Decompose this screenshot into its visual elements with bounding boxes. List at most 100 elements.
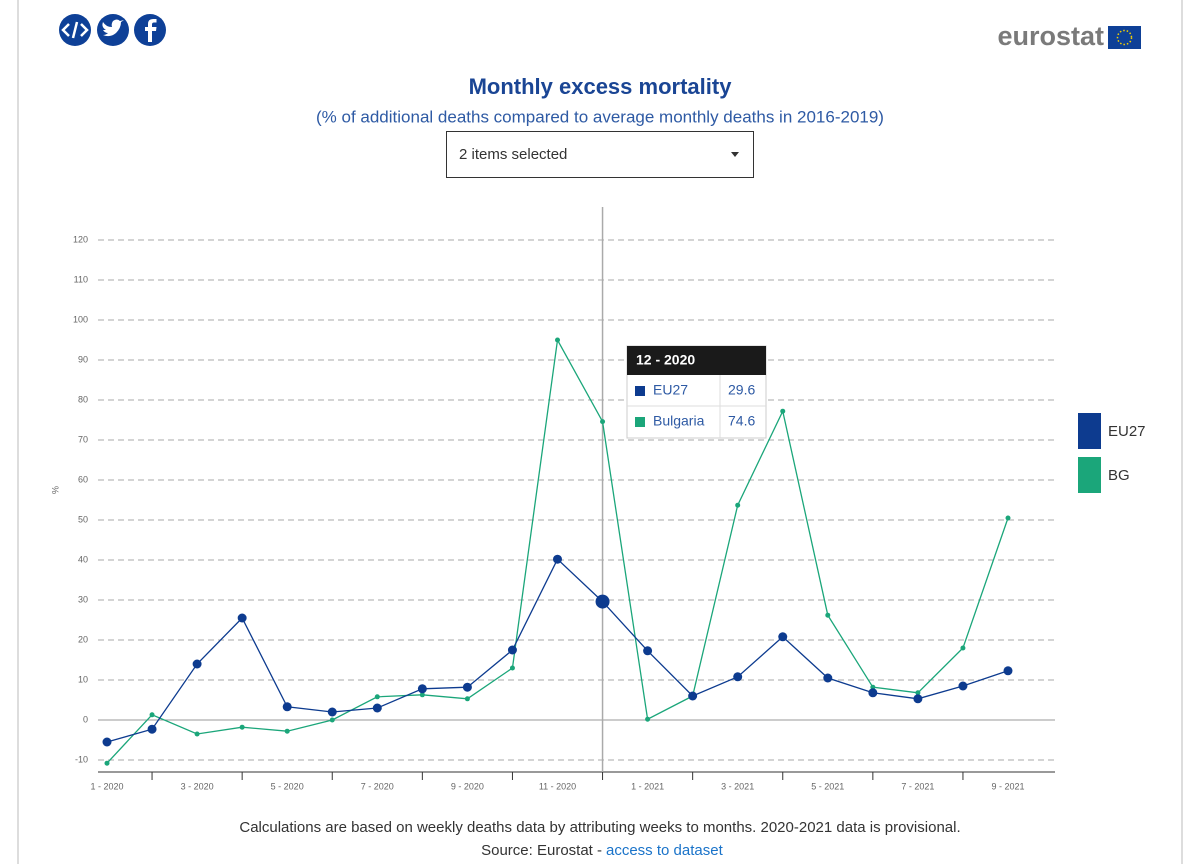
y-tick-label: 20 [78,634,88,644]
x-tick-label: 3 - 2021 [721,781,754,791]
data-point [104,760,110,766]
data-point [1005,515,1011,521]
dropdown[interactable]: 2 items selected [446,131,754,178]
legend-swatch [1078,413,1101,449]
dropdown-box[interactable] [446,131,754,178]
tooltip-value: 74.6 [728,413,755,429]
eu-flag [1108,26,1141,49]
y-tick-label: 120 [73,234,88,244]
data-point [464,696,470,702]
data-point [780,408,786,414]
x-tick-label: 5 - 2021 [811,781,844,791]
x-tick-label: 1 - 2021 [631,781,664,791]
x-tick-label: 5 - 2020 [271,781,304,791]
data-point [688,691,698,701]
data-point [913,694,923,704]
tooltip-name: Bulgaria [653,413,705,429]
data-point [958,681,968,691]
data-point [553,554,562,564]
x-tick-label: 7 - 2021 [901,781,934,791]
eu-stars [1116,29,1133,46]
data-point [327,707,337,717]
series-line [106,337,1009,764]
data-point [509,665,515,671]
y-tick-label: 30 [78,594,88,604]
data-point [149,712,155,718]
data-point [645,716,651,722]
data-point [778,632,788,642]
chart-subtitle: (% of additional deaths compared to aver… [316,107,884,126]
legend-label: BG [1108,467,1130,484]
x-tick-label: 3 - 2020 [181,781,214,791]
data-point [374,694,380,700]
tooltip: 12 - 2020 EU27 29.6 Bulgaria 74.6 [626,345,767,439]
y-tick-label: 110 [74,274,88,284]
y-tick-label: 60 [78,474,88,484]
tooltip-header [627,346,766,375]
y-tick-label: 10 [78,674,88,684]
data-point [960,645,966,651]
x-tick-label: 9 - 2020 [451,781,484,791]
y-axis-label: % [50,486,60,494]
source: Source: Eurostat - [481,842,602,859]
tooltip-swatch [635,386,645,396]
twitter-glyph [102,19,124,37]
share-icons[interactable] [59,14,166,46]
data-point [102,737,112,747]
data-point [825,612,831,618]
y-tick-label: 50 [78,514,88,524]
data-point [1003,666,1013,676]
x-tick-label: 7 - 2020 [361,781,394,791]
facebook-glyph [145,19,157,42]
data-point [735,502,741,508]
series-line [106,558,1009,743]
data-point [462,682,472,692]
x-tick-label: 1 - 2020 [90,781,123,791]
data-point [239,724,245,730]
y-tick-label: 80 [78,394,88,404]
y-tick-label: 0 [83,714,88,724]
data-point [372,703,382,713]
data-point [192,659,202,669]
data-point [868,688,878,698]
legend-swatch [1078,457,1101,493]
data-point [555,337,560,343]
data-point [507,645,517,655]
data-point [870,684,876,690]
data-point [237,613,247,623]
data-point [329,717,335,723]
tooltip-title: 12 - 2020 [636,352,695,368]
y-tick-label: 90 [78,354,88,364]
y-tick-label: 40 [78,554,88,564]
data-point [733,672,743,682]
data-point [194,731,200,737]
x-tick-label: 11 - 2020 [539,781,576,791]
logo: eurostat [997,21,1104,51]
chart-title: Monthly excess mortality [469,74,733,99]
data-point [600,419,606,425]
data-point [282,702,292,712]
data-point [595,594,610,609]
tooltip-value: 29.6 [728,382,755,398]
data-point [643,646,653,656]
x-tick-label: 9 - 2021 [991,781,1024,791]
data-point [417,684,427,694]
data-point [823,673,833,683]
dropdown-arrow [731,152,739,157]
tooltip-swatch [635,417,645,427]
y-tick-label: 100 [73,314,88,324]
footnote: Calculations are based on weekly deaths … [239,819,960,836]
data-point [419,692,425,698]
y-tick-label: 70 [78,434,88,444]
embed-glyph [61,21,89,39]
data-point [284,728,290,734]
legend-label: EU27 [1108,423,1146,440]
data-point [915,690,921,696]
tooltip-name: EU27 [653,382,688,398]
y-tick-label: -10 [75,754,88,764]
source-link[interactable]: access to dataset [606,842,724,859]
dropdown-text: 2 items selected [459,146,567,163]
data-point [147,724,157,734]
